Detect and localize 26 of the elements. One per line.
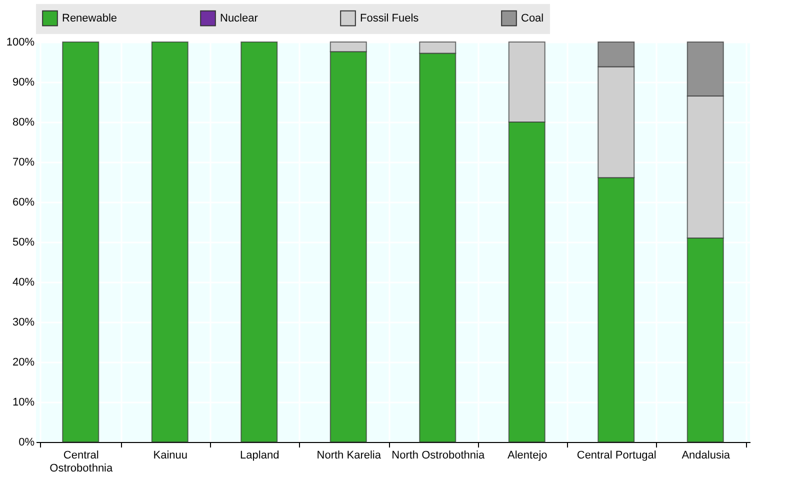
y-tick-label: 0% <box>18 436 35 448</box>
bar <box>151 42 188 442</box>
legend-label: Renewable <box>62 12 118 24</box>
y-tick-label: 90% <box>12 76 35 88</box>
y-tick-label: 100% <box>6 36 35 48</box>
x-tick-label: North Karelia <box>316 450 382 462</box>
x-tick-label: Kainuu <box>153 450 188 462</box>
bar <box>240 42 278 442</box>
x-tick-label: North Ostrobothnia <box>392 450 486 462</box>
x-tick-label: Andalusia <box>682 450 731 462</box>
bar <box>62 42 100 442</box>
legend-label: Coal <box>521 12 544 24</box>
y-tick-label: 80% <box>12 116 35 128</box>
y-tick-label: 10% <box>12 396 35 408</box>
legend-label: Fossil Fuels <box>360 12 420 24</box>
x-tick-label: Central Ostrobothnia <box>50 450 114 474</box>
y-tick-label: 20% <box>12 356 35 368</box>
y-tick-label: 40% <box>12 276 35 288</box>
x-tick-label: Central Portugal <box>576 450 656 462</box>
y-tick-label: 60% <box>12 196 35 208</box>
y-tick-label: 30% <box>12 316 35 328</box>
x-tick-label: Lapland <box>240 450 280 462</box>
y-tick-label: 70% <box>12 156 35 168</box>
y-tick-label: 50% <box>12 236 35 248</box>
x-tick-label: Alentejo <box>507 450 548 462</box>
legend-label: Nuclear <box>220 12 258 24</box>
